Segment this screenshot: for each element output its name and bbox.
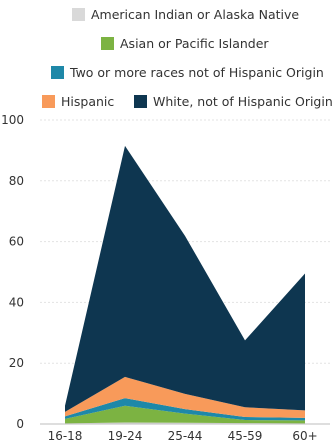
legend-swatch	[51, 66, 64, 79]
y-tick-label: 60	[9, 235, 24, 249]
legend-label: Hispanic	[61, 94, 114, 109]
legend-swatch	[101, 37, 114, 50]
legend-label: White, not of Hispanic Origin	[153, 94, 333, 109]
legend-item-asian-or-pacific-islander[interactable]: Asian or Pacific Islander	[101, 36, 269, 51]
y-tick-label: 40	[9, 295, 24, 309]
y-tick-label: 80	[9, 174, 24, 188]
x-tick-label: 16-18	[48, 429, 83, 442]
legend-label: American Indian or Alaska Native	[91, 7, 299, 22]
x-tick-label: 19-24	[108, 429, 143, 442]
area-series-layer	[65, 145, 305, 424]
x-tick-label: 45-59	[228, 429, 263, 442]
legend-swatch	[134, 95, 147, 108]
legend-swatch	[72, 8, 85, 21]
area-two-or-more-races-not-of-hispanic-origin	[65, 398, 305, 421]
y-tick-label: 0	[16, 417, 24, 431]
legend-label: Asian or Pacific Islander	[120, 36, 269, 51]
axis-layer: 0 20 40 60 80 100 16-18 19-24 25-44 45-59 60+	[1, 113, 330, 443]
legend-item-american-indian-or-alaska-native[interactable]: American Indian or Alaska Native	[72, 7, 299, 22]
legend-item-two-or-more-races-not-of-hispanic-origin[interactable]: Two or more races not of Hispanic Origin	[51, 65, 324, 80]
area-asian-or-pacific-islander	[65, 405, 305, 424]
legend: American Indian or Alaska Native Asian or…	[42, 7, 333, 109]
legend-item-hispanic[interactable]: Hispanic	[42, 94, 114, 109]
x-tick-label: 60+	[292, 429, 317, 442]
x-tick-label: 25-44	[168, 429, 203, 442]
legend-label: Two or more races not of Hispanic Origin	[69, 65, 324, 80]
legend-item-white-not-of-hispanic-origin[interactable]: White, not of Hispanic Origin	[134, 94, 333, 109]
y-tick-label: 20	[9, 356, 24, 370]
y-tick-label: 100	[1, 113, 24, 127]
legend-swatch	[42, 95, 55, 108]
area-white-not-of-hispanic-origin	[65, 145, 305, 412]
area-hispanic	[65, 376, 305, 418]
